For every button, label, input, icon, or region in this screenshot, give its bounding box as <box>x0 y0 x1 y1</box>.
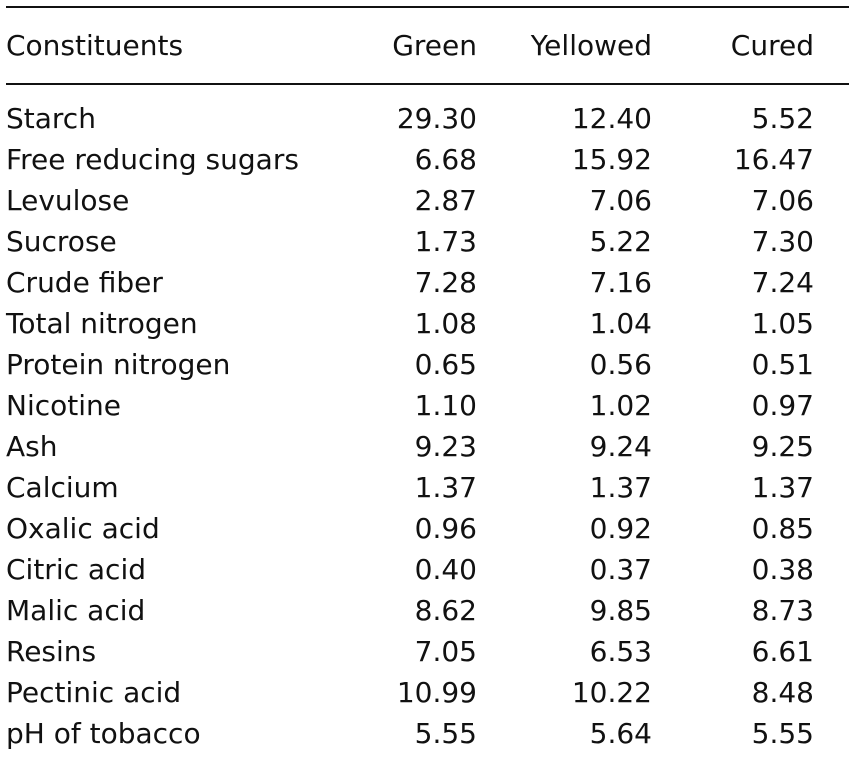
cured-value: 7.24 <box>751 266 814 299</box>
table-row: Total nitrogen 1.08 1.04 1.05 <box>6 303 814 344</box>
table-row: Ash 9.23 9.24 9.25 <box>6 426 814 467</box>
constituent-name: Oxalic acid <box>6 512 160 545</box>
yellowed-value: 10.22 <box>571 676 652 709</box>
green-value: 10.99 <box>396 676 477 709</box>
green-value: 6.68 <box>414 143 477 176</box>
table-row: Protein nitrogen 0.65 0.56 0.51 <box>6 344 814 385</box>
header-green: Green <box>392 29 477 62</box>
table-row: Crude fiber 7.28 7.16 7.24 <box>6 262 814 303</box>
yellowed-value: 9.24 <box>589 430 652 463</box>
constituent-name: Sucrose <box>6 225 117 258</box>
table-row: Resins 7.05 6.53 6.61 <box>6 631 814 672</box>
table-row: Levulose 2.87 7.06 7.06 <box>6 180 814 221</box>
constituent-name: Citric acid <box>6 553 146 586</box>
green-value: 1.73 <box>414 225 477 258</box>
table-row: Oxalic acid 0.96 0.92 0.85 <box>6 508 814 549</box>
cured-value: 5.52 <box>751 102 814 135</box>
green-value: 8.62 <box>414 594 477 627</box>
yellowed-value: 0.56 <box>589 348 652 381</box>
constituent-name: Protein nitrogen <box>6 348 231 381</box>
table-row: Malic acid 8.62 9.85 8.73 <box>6 590 814 631</box>
green-value: 9.23 <box>414 430 477 463</box>
table-row: Nicotine 1.10 1.02 0.97 <box>6 385 814 426</box>
header-yellowed: Yellowed <box>530 29 652 62</box>
green-value: 29.30 <box>396 102 477 135</box>
constituent-name: Calcium <box>6 471 119 504</box>
table-row: Pectinic acid 10.99 10.22 8.48 <box>6 672 814 713</box>
table-row: Free reducing sugars 6.68 15.92 16.47 <box>6 139 814 180</box>
yellowed-value: 5.22 <box>589 225 652 258</box>
cured-value: 9.25 <box>751 430 814 463</box>
header-constituents: Constituents <box>6 29 184 62</box>
cured-value: 7.06 <box>751 184 814 217</box>
yellowed-value: 1.04 <box>589 307 652 340</box>
constituent-name: Free reducing sugars <box>6 143 299 176</box>
green-value: 0.65 <box>414 348 477 381</box>
header-rule <box>6 83 849 85</box>
constituent-name: Resins <box>6 635 97 668</box>
yellowed-value: 5.64 <box>589 717 652 750</box>
green-value: 0.96 <box>414 512 477 545</box>
table-body: Starch 29.30 12.40 5.52 Free reducing sugars… <box>6 83 814 754</box>
cured-value: 1.05 <box>751 307 814 340</box>
constituent-name: Nicotine <box>6 389 121 422</box>
yellowed-value: 7.06 <box>589 184 652 217</box>
constituent-name: Ash <box>6 430 58 463</box>
cured-value: 8.73 <box>751 594 814 627</box>
table-header: Constituents Green Yellowed Cured <box>6 8 814 83</box>
green-value: 7.28 <box>414 266 477 299</box>
yellowed-value: 15.92 <box>571 143 652 176</box>
header-cured: Cured <box>730 29 814 62</box>
yellowed-value: 0.92 <box>589 512 652 545</box>
constituent-name: Total nitrogen <box>6 307 198 340</box>
constituent-name: pH of tobacco <box>6 717 201 750</box>
cured-value: 0.51 <box>751 348 814 381</box>
table-row: pH of tobacco 5.55 5.64 5.55 <box>6 713 814 754</box>
green-value: 5.55 <box>414 717 477 750</box>
constituent-name: Crude fiber <box>6 266 163 299</box>
top-rule <box>6 6 849 8</box>
cured-value: 5.55 <box>751 717 814 750</box>
constituent-name: Malic acid <box>6 594 146 627</box>
cured-value: 16.47 <box>733 143 814 176</box>
cured-value: 8.48 <box>751 676 814 709</box>
cured-value: 1.37 <box>751 471 814 504</box>
cured-value: 7.30 <box>751 225 814 258</box>
green-value: 1.37 <box>414 471 477 504</box>
green-value: 7.05 <box>414 635 477 668</box>
yellowed-value: 6.53 <box>589 635 652 668</box>
yellowed-value: 9.85 <box>589 594 652 627</box>
cured-value: 6.61 <box>751 635 814 668</box>
yellowed-value: 1.02 <box>589 389 652 422</box>
constituent-name: Pectinic acid <box>6 676 182 709</box>
yellowed-value: 0.37 <box>589 553 652 586</box>
cured-value: 0.85 <box>751 512 814 545</box>
table-row: Calcium 1.37 1.37 1.37 <box>6 467 814 508</box>
green-value: 1.10 <box>414 389 477 422</box>
constituents-table: Constituents Green Yellowed Cured Starch… <box>6 8 814 754</box>
green-value: 1.08 <box>414 307 477 340</box>
cured-value: 0.38 <box>751 553 814 586</box>
table-row: Sucrose 1.73 5.22 7.30 <box>6 221 814 262</box>
header-row: Constituents Green Yellowed Cured <box>6 8 814 83</box>
table-row: Starch 29.30 12.40 5.52 <box>6 83 814 139</box>
table-row: Citric acid 0.40 0.37 0.38 <box>6 549 814 590</box>
constituent-name: Levulose <box>6 184 130 217</box>
cured-value: 0.97 <box>751 389 814 422</box>
green-value: 2.87 <box>414 184 477 217</box>
yellowed-value: 1.37 <box>589 471 652 504</box>
constituent-name: Starch <box>6 102 96 135</box>
yellowed-value: 7.16 <box>589 266 652 299</box>
green-value: 0.40 <box>414 553 477 586</box>
yellowed-value: 12.40 <box>571 102 652 135</box>
